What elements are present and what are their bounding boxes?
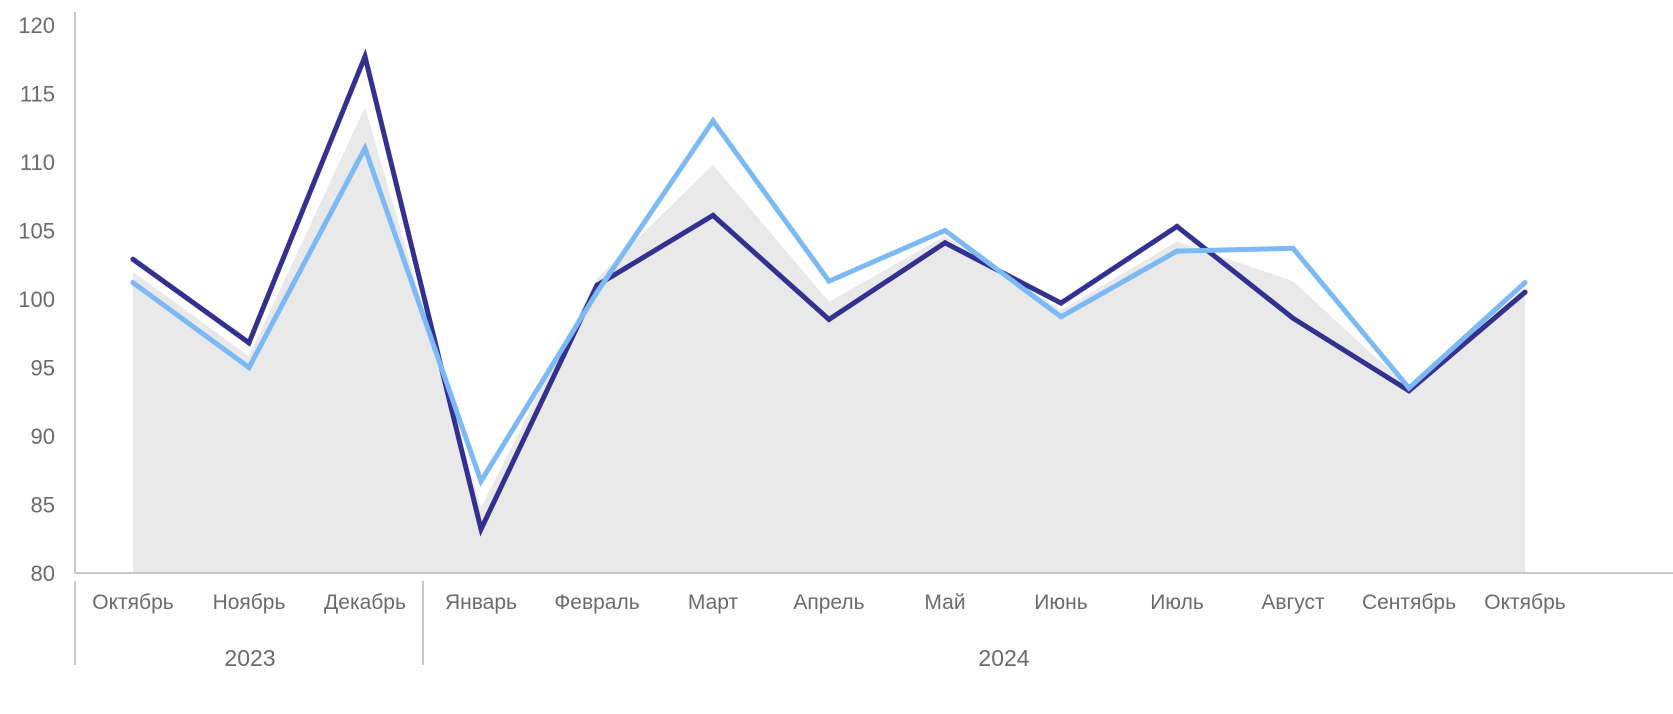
series-1-point-9 bbox=[1174, 223, 1180, 229]
series-0-area bbox=[133, 107, 1525, 573]
series-1-point-2 bbox=[362, 54, 368, 59]
y-tick-label-105: 105 bbox=[18, 219, 55, 244]
x-tick-label-0: Октябрь bbox=[92, 591, 173, 614]
y-tick-label-100: 100 bbox=[18, 287, 55, 312]
x-tick-label-8: Июнь bbox=[1034, 591, 1087, 614]
x-tick-label-7: Май bbox=[924, 591, 965, 614]
y-tick-label-120: 120 bbox=[18, 13, 55, 38]
y-tick-label-115: 115 bbox=[20, 82, 55, 107]
x-tick-label-2: Декабрь bbox=[324, 591, 406, 614]
axis-layer bbox=[74, 12, 1673, 574]
series-2-point-1 bbox=[246, 365, 252, 370]
y-tick-label-85: 85 bbox=[31, 493, 55, 518]
series-1-point-3 bbox=[478, 526, 484, 532]
series-2-point-9 bbox=[1174, 248, 1180, 254]
x-tick-label-6: Апрель bbox=[793, 591, 864, 614]
series-1-point-1 bbox=[246, 340, 252, 346]
series-2-point-12 bbox=[1522, 280, 1528, 286]
series-1-point-0 bbox=[130, 256, 136, 262]
area-layer bbox=[133, 107, 1525, 573]
series-1-point-7 bbox=[942, 240, 948, 246]
year-label-2023: 2023 bbox=[224, 645, 275, 671]
x-tick-label-11: Сентябрь bbox=[1362, 591, 1456, 614]
series-2-point-11 bbox=[1406, 385, 1412, 391]
x-tick-labels: Октябрь Ноябрь Декабрь Январь Февраль Март Апр… bbox=[92, 591, 1565, 614]
x-tick-label-1: Ноябрь bbox=[213, 591, 286, 614]
x-tick-label-10: Август bbox=[1261, 591, 1325, 614]
series-2-point-7 bbox=[942, 228, 948, 233]
y-tick-label-95: 95 bbox=[31, 356, 55, 381]
series-2-point-6 bbox=[826, 278, 832, 284]
y-tick-label-80: 80 bbox=[31, 561, 55, 586]
series-2-point-8 bbox=[1058, 314, 1064, 320]
line-layer bbox=[130, 48, 1528, 537]
x-tick-label-4: Февраль bbox=[554, 591, 639, 614]
series-2-point-4 bbox=[594, 289, 600, 295]
x-tick-label-3: Январь bbox=[445, 591, 517, 614]
year-label-2024: 2024 bbox=[978, 645, 1029, 671]
y-tick-labels: 80 85 90 95 100 105 110 115 120 bbox=[18, 13, 55, 586]
series-2-point-10 bbox=[1290, 245, 1296, 251]
series-1-point-6 bbox=[826, 317, 832, 322]
series-1-point-12 bbox=[1522, 289, 1528, 295]
series-2-point-3 bbox=[478, 478, 484, 484]
y-tick-label-110: 110 bbox=[20, 150, 55, 175]
x-tick-label-12: Октябрь bbox=[1484, 591, 1565, 614]
series-2-point-5 bbox=[710, 118, 716, 124]
series-1-point-8 bbox=[1058, 300, 1064, 306]
x-tick-label-5: Март bbox=[688, 591, 739, 614]
x-tick-label-9: Июль bbox=[1150, 591, 1204, 614]
series-2-point-2 bbox=[362, 145, 368, 151]
series-2-point-0 bbox=[130, 280, 136, 286]
series-1-point-10 bbox=[1290, 315, 1296, 321]
y-tick-label-90: 90 bbox=[31, 424, 55, 449]
series-1-point-5 bbox=[710, 212, 716, 218]
year-labels: 2023 2024 bbox=[74, 581, 1030, 671]
